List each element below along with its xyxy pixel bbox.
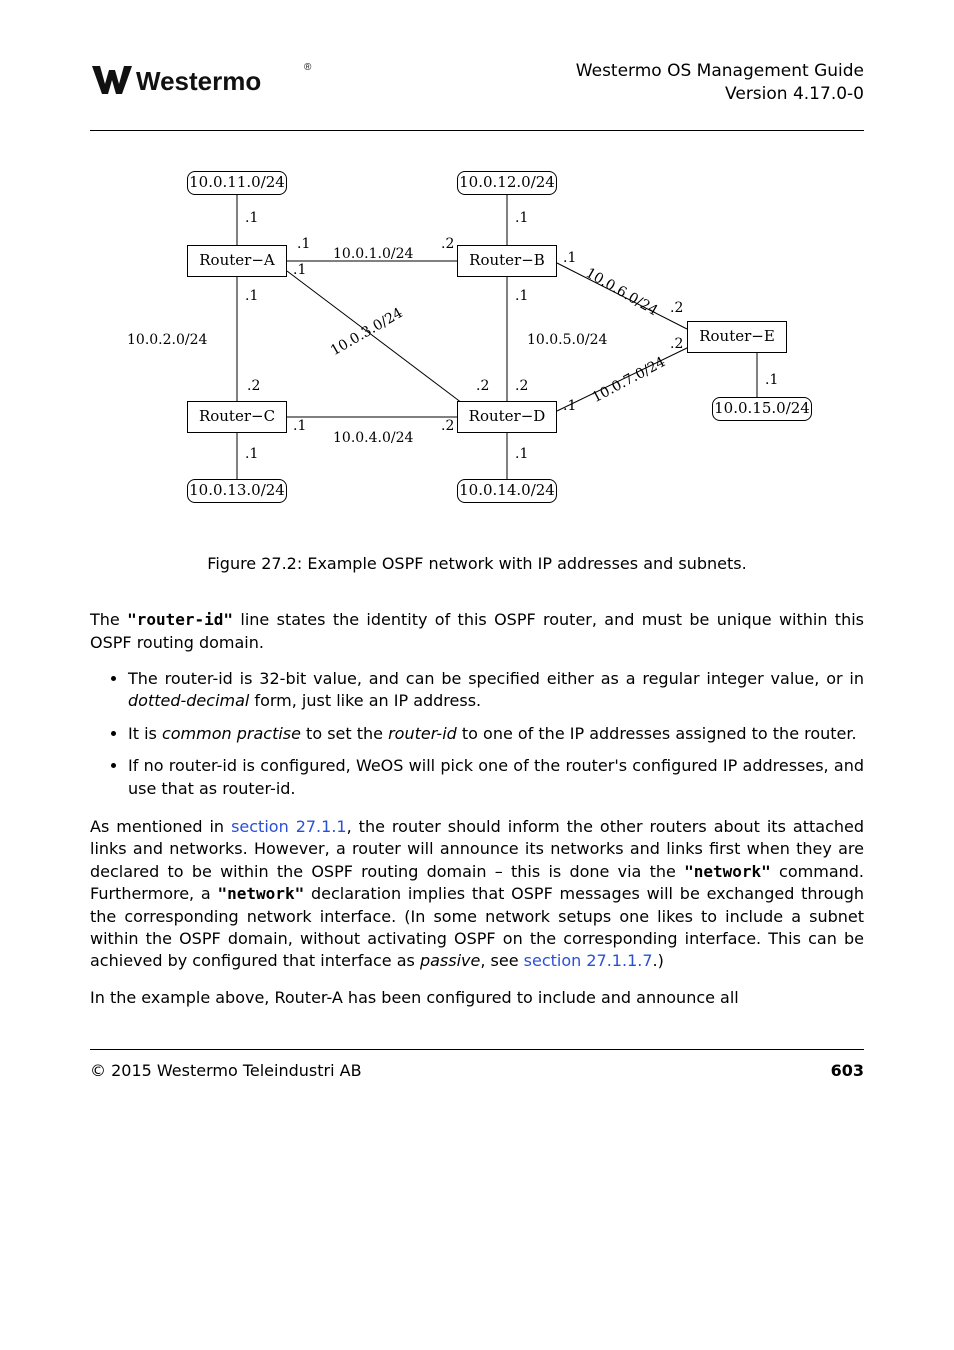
router-e: Router−E	[687, 321, 787, 353]
kw-network: "network"	[684, 862, 771, 881]
diagram-label: .1	[245, 287, 258, 307]
diagram-label: .1	[293, 417, 306, 437]
westermo-logo-icon: Westermo ®	[90, 60, 320, 100]
diagram-label: .2	[441, 235, 454, 255]
list-item: If no router-id is configured, WeOS will…	[128, 755, 864, 800]
svg-text:Westermo: Westermo	[136, 66, 261, 96]
diagram-label: .2	[670, 299, 683, 319]
diagram-label: .1	[563, 249, 576, 269]
router-b: Router−B	[457, 245, 557, 277]
header-title-line1: Westermo OS Management Guide	[576, 60, 864, 83]
diagram-label: .2	[515, 377, 528, 397]
figure-caption: Figure 27.2: Example OSPF network with I…	[90, 553, 864, 575]
diagram-label: .2	[441, 417, 454, 437]
diagram-label: .1	[293, 261, 306, 281]
diagram-label: .2	[476, 377, 489, 397]
link-section-27-1-1[interactable]: section 27.1.1	[231, 817, 347, 836]
diagram-label: 10.0.5.0/24	[527, 331, 607, 351]
diagram-label: .1	[765, 371, 778, 391]
diagram-label: .1	[563, 397, 576, 417]
page-footer: © 2015 Westermo Teleindustri AB 603	[90, 1049, 864, 1082]
router-d: Router−D	[457, 401, 557, 433]
diagram-label: .2	[247, 377, 260, 397]
diagram-label: .1	[297, 235, 310, 255]
diagram-label: .1	[245, 445, 258, 465]
s-11: 10.0.11.0/24	[187, 171, 287, 195]
paragraph-example: In the example above, Router-A has been …	[90, 987, 864, 1009]
footer-copyright: © 2015 Westermo Teleindustri AB	[90, 1060, 362, 1082]
paragraph-network: As mentioned in section 27.1.1, the rout…	[90, 816, 864, 973]
diagram-label: 10.0.4.0/24	[333, 429, 413, 449]
s-15: 10.0.15.0/24	[712, 397, 812, 421]
page-header: Westermo ® Westermo OS Management Guide …	[90, 60, 864, 131]
footer-page-number: 603	[831, 1060, 864, 1082]
kw-router-id: "router-id"	[127, 610, 233, 629]
header-title: Westermo OS Management Guide Version 4.1…	[576, 60, 864, 106]
body-text: The "router-id" line states the identity…	[90, 609, 864, 1009]
diagram-label: .1	[515, 445, 528, 465]
router-id-list: The router-id is 32-bit value, and can b…	[90, 668, 864, 800]
link-section-27-1-1-7[interactable]: section 27.1.1.7	[524, 951, 653, 970]
list-item: It is common practise to set the router-…	[128, 723, 864, 745]
diagram-label: .1	[515, 287, 528, 307]
router-c: Router−C	[187, 401, 287, 433]
router-a: Router−A	[187, 245, 287, 277]
diagram-label: .2	[670, 335, 683, 355]
svg-text:®: ®	[304, 62, 312, 73]
s-13: 10.0.13.0/24	[187, 479, 287, 503]
diagram-label: .1	[515, 209, 528, 229]
s-14: 10.0.14.0/24	[457, 479, 557, 503]
list-item: The router-id is 32-bit value, and can b…	[128, 668, 864, 713]
header-title-line2: Version 4.17.0-0	[576, 83, 864, 106]
kw-network: "network"	[218, 884, 305, 903]
paragraph-router-id: The "router-id" line states the identity…	[90, 609, 864, 654]
diagram-container: Router−A Router−B Router−C Router−D Router−E…	[90, 171, 864, 531]
s-12: 10.0.12.0/24	[457, 171, 557, 195]
logo: Westermo ®	[90, 60, 320, 100]
diagram-label: .1	[245, 209, 258, 229]
ospf-diagram: Router−A Router−B Router−C Router−D Router−E…	[127, 171, 827, 531]
diagram-label: 10.0.2.0/24	[127, 331, 207, 351]
diagram-label: 10.0.1.0/24	[333, 245, 413, 265]
